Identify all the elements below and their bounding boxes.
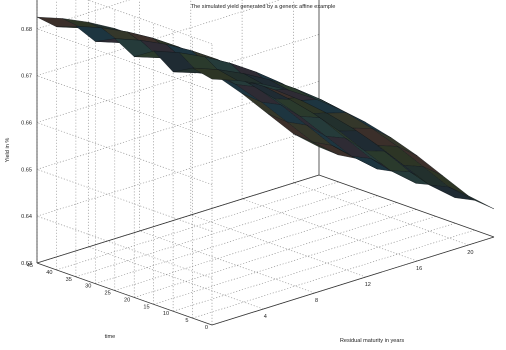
z-tick-label: 0.63	[21, 261, 32, 267]
z-axis-label: Yield in %	[5, 138, 11, 163]
y-tick-label: 0	[205, 325, 208, 331]
grid-line	[190, 214, 366, 278]
y-tick-label: 30	[85, 284, 91, 290]
y-tick-label: 35	[66, 277, 72, 283]
grid-line	[241, 198, 418, 262]
box-edge	[318, 174, 495, 238]
grid-line	[173, 222, 456, 312]
x-tick-label: 8	[315, 298, 318, 304]
x-tick-label: 20	[467, 250, 473, 256]
grid-line	[114, 202, 397, 291]
grid-line	[36, 215, 213, 279]
x-tick-label: 12	[365, 282, 371, 288]
box-edge	[36, 174, 320, 264]
tick-labels: 0.630.640.650.660.670.680.69051015202530…	[21, 27, 473, 331]
y-tick-label: 20	[124, 297, 130, 303]
grid-line	[153, 216, 436, 305]
grid-line	[95, 195, 378, 284]
surface-patch	[448, 186, 495, 210]
grid-line	[88, 246, 264, 310]
grid-line	[293, 182, 469, 246]
y-tick-label: 25	[105, 291, 111, 297]
grid-line	[134, 209, 417, 298]
grid-line	[36, 28, 213, 92]
z-tick-label: 0.68	[21, 27, 32, 33]
x-axis-label: Residual maturity in years	[340, 338, 405, 344]
chart-title: The simulated yield generated by a gener…	[191, 4, 336, 10]
y-tick-label: 10	[163, 311, 169, 317]
grid-line	[192, 229, 475, 319]
axes-layer	[36, 0, 495, 326]
z-tick-label: 0.64	[21, 214, 32, 220]
grid-line	[75, 188, 358, 278]
z-tick-label: 0.67	[21, 74, 32, 80]
grid-layer	[36, 0, 495, 326]
grid-line	[86, 0, 213, 45]
y-tick-label: 5	[185, 318, 188, 324]
x-tick-label: 4	[264, 314, 267, 320]
y-tick-label: 40	[46, 270, 52, 276]
z-tick-label: 0.66	[21, 121, 32, 127]
grid-line	[36, 75, 213, 138]
x-tick-label: 16	[416, 266, 422, 272]
y-tick-label: 45	[27, 263, 33, 269]
grid-line	[36, 169, 213, 232]
x-axis-line	[211, 236, 495, 326]
y-axis-line	[36, 262, 213, 326]
z-tick-label: 0.65	[21, 167, 32, 173]
yield-surface	[36, 16, 495, 210]
grid-line	[36, 122, 213, 185]
grid-line	[139, 230, 315, 294]
y-tick-label: 15	[143, 304, 149, 310]
grid-line	[56, 181, 339, 271]
y-axis-label: time	[105, 334, 116, 340]
